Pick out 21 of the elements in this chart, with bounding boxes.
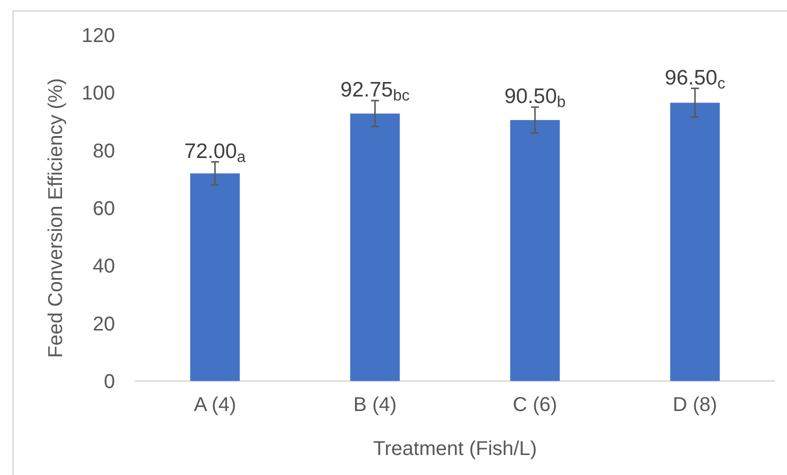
data-label: 72.00$_{a}$ <box>184 140 246 166</box>
x-tick-label: A (4) <box>194 394 236 416</box>
data-label: 92.75$_{bc}$ <box>340 78 410 105</box>
y-tick-label: 40 <box>92 256 115 278</box>
y-axis-title: Feed Conversion Efficiency (%) <box>45 78 67 358</box>
y-tick-label: 20 <box>92 313 115 336</box>
bar <box>670 102 720 381</box>
x-tick-label: D (8) <box>672 394 718 416</box>
y-tick-label: 0 <box>104 371 115 393</box>
y-tick-label: 80 <box>92 140 115 162</box>
bar <box>510 120 560 381</box>
data-label: 96.50$_{c}$ <box>664 66 726 92</box>
x-tick-label: C (6) <box>512 394 558 416</box>
y-tick-label: 120 <box>82 25 115 47</box>
bar <box>350 114 400 381</box>
y-tick-label: 60 <box>92 198 115 220</box>
x-axis-title: Treatment (Fish/L) <box>373 438 537 460</box>
bar <box>190 173 240 381</box>
x-tick-label: B (4) <box>353 394 397 416</box>
data-label: 90.50$_{b}$ <box>504 85 566 112</box>
y-tick-label: 100 <box>82 82 115 105</box>
